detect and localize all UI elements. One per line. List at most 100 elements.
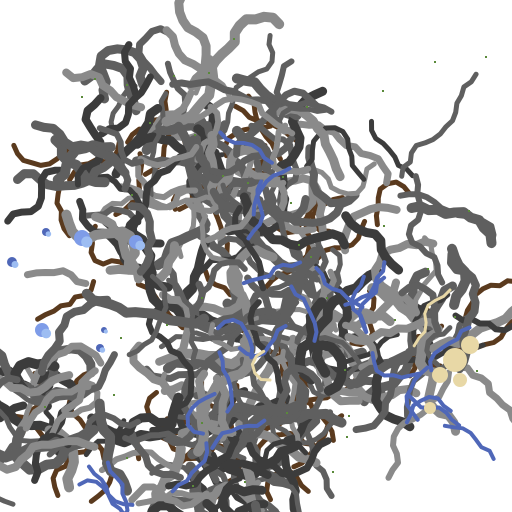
water-channel: [349, 274, 369, 334]
water-channel: [210, 418, 267, 451]
tunnel-segment: [276, 105, 329, 124]
tunnel-segment: [137, 144, 200, 169]
moss-speck: [120, 337, 122, 339]
moss-speck: [201, 422, 203, 424]
water-channel: [370, 351, 422, 380]
tunnel-segment: [0, 438, 22, 507]
tunnel-segment: [319, 385, 421, 405]
tunnel-segment: [406, 201, 497, 249]
tunnel-segment: [121, 41, 140, 98]
tunnel-segment: [61, 367, 99, 414]
water-channel: [428, 325, 472, 373]
tunnel-segment: [98, 449, 177, 474]
tunnel-segment: [165, 435, 240, 490]
tunnel-segment: [128, 483, 210, 510]
tunnel-segment: [285, 315, 362, 366]
tunnel-segment: [145, 299, 195, 411]
tunnel-segment: [210, 145, 265, 206]
sand-vein: [412, 288, 452, 348]
tunnel-segment: [314, 347, 363, 406]
water-channel: [77, 478, 135, 507]
tunnel-segment: [91, 212, 144, 284]
tunnel-segment: [13, 157, 115, 191]
tunnel-segment: [118, 183, 199, 211]
water-channel: [241, 260, 303, 286]
moss-speck: [298, 244, 300, 246]
tunnel-segment: [233, 500, 269, 512]
sand-patch-blob: [461, 336, 479, 354]
tunnel-segment: [316, 340, 348, 396]
moss-speck: [166, 324, 168, 326]
dirt-vein: [462, 278, 512, 322]
moss-speck: [233, 38, 235, 40]
tunnel-segment: [314, 268, 337, 323]
moss-speck: [126, 84, 128, 86]
tunnel-segment: [140, 89, 195, 146]
tunnel-segment: [158, 324, 290, 350]
moss-speck: [244, 481, 246, 483]
moss-speck: [382, 90, 384, 92]
tunnel-segment: [155, 290, 194, 366]
tunnel-segment: [94, 398, 132, 496]
moss-speck: [44, 406, 46, 408]
tunnel-segment: [44, 425, 79, 493]
tunnel-segment: [61, 209, 140, 275]
sand-patch-blob: [443, 348, 467, 372]
tunnel-segment: [196, 481, 231, 512]
tunnel-segment: [95, 44, 148, 104]
tunnel-segment: [218, 483, 267, 512]
tunnel-segment: [50, 134, 110, 188]
moss-speck: [149, 122, 151, 124]
moss-speck: [290, 202, 292, 204]
moss-speck: [348, 415, 350, 417]
sand-patch-blob: [453, 373, 467, 387]
moss-speck: [332, 471, 334, 473]
moss-speck: [344, 369, 346, 371]
tunnel-segment: [279, 348, 306, 455]
moss-speck: [113, 394, 115, 396]
water-channel: [105, 460, 130, 512]
moss-speck: [282, 176, 284, 178]
tunnel-segment: [97, 193, 207, 219]
tunnel-segment: [96, 125, 144, 167]
tunnel-segment: [342, 321, 378, 371]
tunnel-segment: [399, 71, 479, 179]
tunnel-segment: [278, 411, 315, 512]
moss-speck: [485, 56, 487, 58]
tunnel-segment: [169, 78, 283, 127]
tunnel-segment: [31, 120, 130, 178]
tunnel-segment: [0, 371, 74, 397]
moss-speck: [247, 182, 249, 184]
tunnel-segment: [208, 476, 243, 512]
moss-speck: [94, 78, 96, 80]
moss-speck: [454, 316, 456, 318]
moss-speck: [383, 225, 385, 227]
water-channel: [251, 166, 292, 217]
moss-speck: [306, 106, 308, 108]
sand-patch: [250, 288, 479, 414]
tunnel-segment: [198, 259, 248, 296]
tunnel-segment: [455, 362, 512, 424]
moss-speck: [286, 412, 288, 414]
tunnel-segment: [128, 430, 184, 481]
moss-speck: [326, 297, 328, 299]
moss-speck: [126, 457, 128, 459]
tunnel-segment: [352, 320, 421, 434]
tunnel-segment: [80, 59, 141, 116]
tunnel-segment: [233, 87, 320, 158]
moss-speck: [346, 436, 348, 438]
moss-speck: [222, 175, 224, 177]
water-channel: [215, 317, 255, 360]
tunnel-segment: [174, 0, 211, 91]
tunnel-segment: [345, 339, 430, 390]
tunnel-segment: [161, 55, 219, 127]
water-channel: [343, 260, 387, 307]
tunnel-segment: [191, 267, 247, 316]
tunnel-segment: [232, 205, 267, 292]
tunnel-segment: [341, 211, 404, 275]
tunnel-segment: [405, 173, 446, 286]
moss-speck: [310, 256, 312, 258]
tunnel-segment: [304, 125, 367, 182]
moss-speck: [208, 72, 210, 74]
